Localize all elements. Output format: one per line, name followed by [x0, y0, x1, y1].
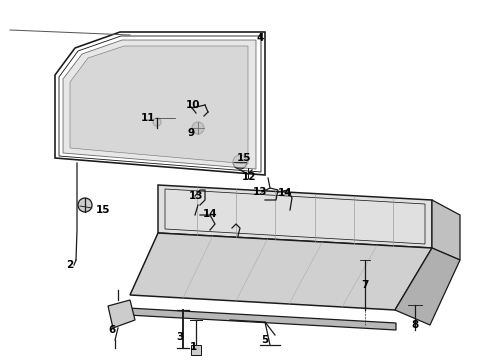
Polygon shape — [130, 233, 432, 310]
Polygon shape — [395, 248, 460, 325]
Polygon shape — [158, 185, 432, 248]
Text: 13: 13 — [253, 187, 267, 197]
Text: 1: 1 — [189, 342, 196, 352]
Text: 14: 14 — [278, 188, 293, 198]
Text: 12: 12 — [242, 172, 256, 182]
Circle shape — [200, 220, 210, 230]
Polygon shape — [128, 308, 396, 330]
Circle shape — [192, 122, 204, 134]
Polygon shape — [63, 40, 256, 169]
Polygon shape — [191, 345, 201, 355]
Text: 10: 10 — [186, 100, 200, 110]
Text: 6: 6 — [108, 325, 116, 335]
Text: 7: 7 — [361, 280, 368, 290]
Polygon shape — [108, 300, 135, 328]
Text: 13: 13 — [189, 191, 203, 201]
Polygon shape — [70, 46, 248, 164]
Text: 4: 4 — [256, 33, 264, 43]
Text: 5: 5 — [261, 335, 269, 345]
Circle shape — [153, 118, 161, 126]
Text: 9: 9 — [188, 128, 195, 138]
Text: 15: 15 — [96, 205, 110, 215]
Text: 2: 2 — [66, 260, 74, 270]
Circle shape — [281, 203, 291, 213]
Polygon shape — [432, 200, 460, 260]
Circle shape — [78, 198, 92, 212]
Circle shape — [233, 155, 247, 169]
Text: 14: 14 — [203, 209, 217, 219]
Text: 11: 11 — [141, 113, 155, 123]
Text: 8: 8 — [412, 320, 418, 330]
Text: 3: 3 — [176, 332, 184, 342]
Text: 15: 15 — [237, 153, 251, 163]
